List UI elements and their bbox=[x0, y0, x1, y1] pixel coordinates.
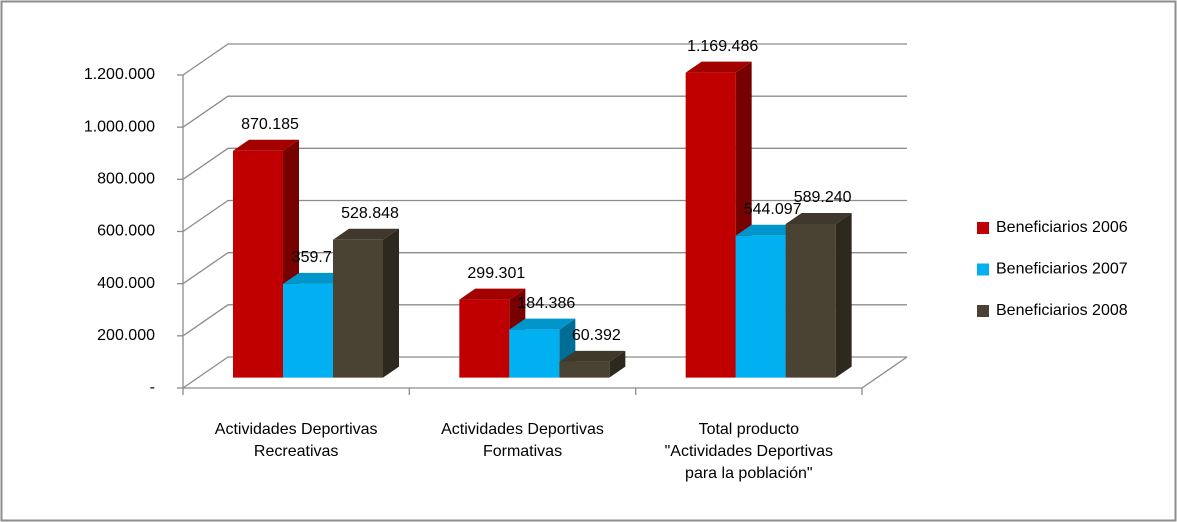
legend-swatch bbox=[977, 222, 989, 234]
legend-swatch bbox=[977, 305, 989, 317]
x-tick-label: Total producto bbox=[699, 421, 800, 438]
bar-front bbox=[735, 235, 786, 378]
grid-line bbox=[182, 199, 907, 233]
legend-swatch bbox=[977, 263, 989, 276]
bar-front bbox=[283, 283, 333, 378]
bar-top bbox=[559, 350, 626, 362]
value-label: 528.848 bbox=[341, 205, 399, 222]
legend-label: Beneficiarios 2008 bbox=[996, 302, 1128, 319]
grid-line bbox=[182, 356, 907, 389]
bar-top bbox=[735, 224, 802, 236]
bar bbox=[333, 228, 399, 378]
value-label: 299.301 bbox=[467, 265, 525, 282]
x-tick-label: para la población" bbox=[685, 465, 813, 482]
y-tick-label: 200.000 bbox=[97, 327, 155, 344]
value-label: 60.392 bbox=[572, 327, 621, 344]
grid-line bbox=[182, 252, 907, 285]
value-label: 870.185 bbox=[241, 116, 299, 133]
grid-line bbox=[182, 304, 907, 337]
x-tick-label: Actividades Deportivas bbox=[215, 421, 378, 438]
value-label: 589.240 bbox=[794, 189, 852, 206]
x-tick-label: Recreativas bbox=[254, 443, 338, 460]
value-label: 184.386 bbox=[517, 295, 575, 312]
bar bbox=[559, 350, 626, 378]
bar-front bbox=[685, 72, 736, 378]
bar-front bbox=[785, 223, 836, 378]
bar-side bbox=[383, 228, 399, 378]
value-label: 1.169.486 bbox=[687, 38, 758, 55]
y-tick-label: 1.000.000 bbox=[84, 118, 155, 135]
x-tick-label: Formativas bbox=[483, 443, 562, 460]
bar-top bbox=[785, 212, 852, 224]
bar-top bbox=[333, 228, 399, 240]
bar-top bbox=[459, 288, 526, 300]
grid-line bbox=[182, 43, 907, 76]
bar-front bbox=[233, 150, 283, 378]
bar-side bbox=[609, 350, 626, 378]
bar bbox=[509, 318, 576, 378]
bar-front bbox=[509, 329, 560, 378]
x-tick-label: "Actividades Deportivas bbox=[665, 443, 833, 460]
legend-label: Beneficiarios 2006 bbox=[996, 219, 1128, 236]
bar bbox=[785, 212, 852, 378]
grid-line bbox=[182, 95, 907, 128]
grid-line bbox=[182, 147, 907, 180]
bar-top bbox=[283, 272, 349, 284]
x-tick-label: Actividades Deportivas bbox=[441, 421, 604, 438]
bar-top bbox=[685, 61, 752, 73]
bar-front bbox=[559, 361, 610, 378]
y-tick-label: 1.200.000 bbox=[84, 66, 155, 83]
bar-top bbox=[509, 318, 576, 330]
bar-front bbox=[459, 299, 510, 378]
legend-label: Beneficiarios 2007 bbox=[996, 261, 1128, 278]
y-tick-label: - bbox=[150, 379, 155, 396]
y-tick-label: 800.000 bbox=[97, 171, 155, 188]
bar-front bbox=[333, 239, 383, 378]
bar-side bbox=[835, 212, 852, 378]
bar-top bbox=[233, 139, 299, 151]
value-label: 544.097 bbox=[744, 201, 802, 218]
y-tick-label: 600.000 bbox=[97, 223, 155, 240]
y-tick-label: 400.000 bbox=[97, 275, 155, 292]
